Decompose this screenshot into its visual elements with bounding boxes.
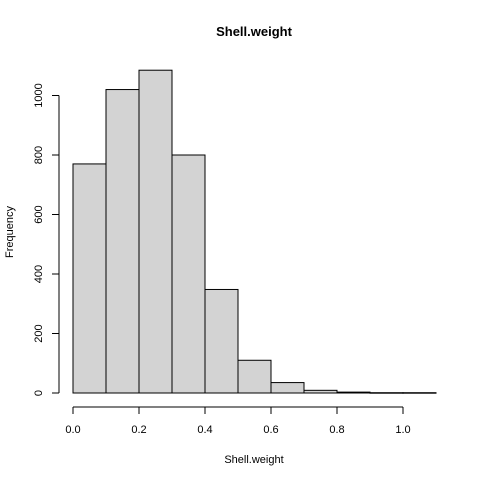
x-tick-label: 0.4 <box>197 424 212 436</box>
chart-title: Shell.weight <box>216 24 293 39</box>
x-tick-label: 0.2 <box>131 424 146 436</box>
x-tick-label: 0.0 <box>65 424 80 436</box>
histogram-bar-10 <box>402 392 437 394</box>
histogram-bar-2 <box>138 69 173 394</box>
histogram-bar-5 <box>237 359 272 394</box>
histogram-bar-4 <box>204 288 239 394</box>
histogram-bar-0 <box>72 163 107 394</box>
y-tick-label: 1000 <box>33 83 45 107</box>
y-tick-label: 800 <box>33 146 45 164</box>
y-tick-label: 0 <box>33 390 45 396</box>
x-tick-label: 1.0 <box>395 424 410 436</box>
y-axis: 0 200 400 600 800 1000 <box>33 83 60 396</box>
histogram-bar-1 <box>105 89 140 394</box>
histogram-bar-8 <box>336 391 371 394</box>
histogram-bar-9 <box>369 392 404 394</box>
histogram-bars <box>72 69 437 394</box>
y-tick-label: 600 <box>33 205 45 223</box>
y-tick-label: 400 <box>33 265 45 283</box>
x-axis: 0.0 0.2 0.4 0.6 0.8 1.0 <box>65 406 411 436</box>
histogram-bar-7 <box>303 389 338 394</box>
histogram-bar-6 <box>270 382 305 394</box>
y-tick-label: 200 <box>33 324 45 342</box>
x-tick-label: 0.8 <box>329 424 344 436</box>
histogram-bar-3 <box>171 154 206 394</box>
y-axis-label: Frequency <box>4 206 16 258</box>
x-axis-label: Shell.weight <box>224 454 283 466</box>
x-tick-label: 0.6 <box>263 424 278 436</box>
